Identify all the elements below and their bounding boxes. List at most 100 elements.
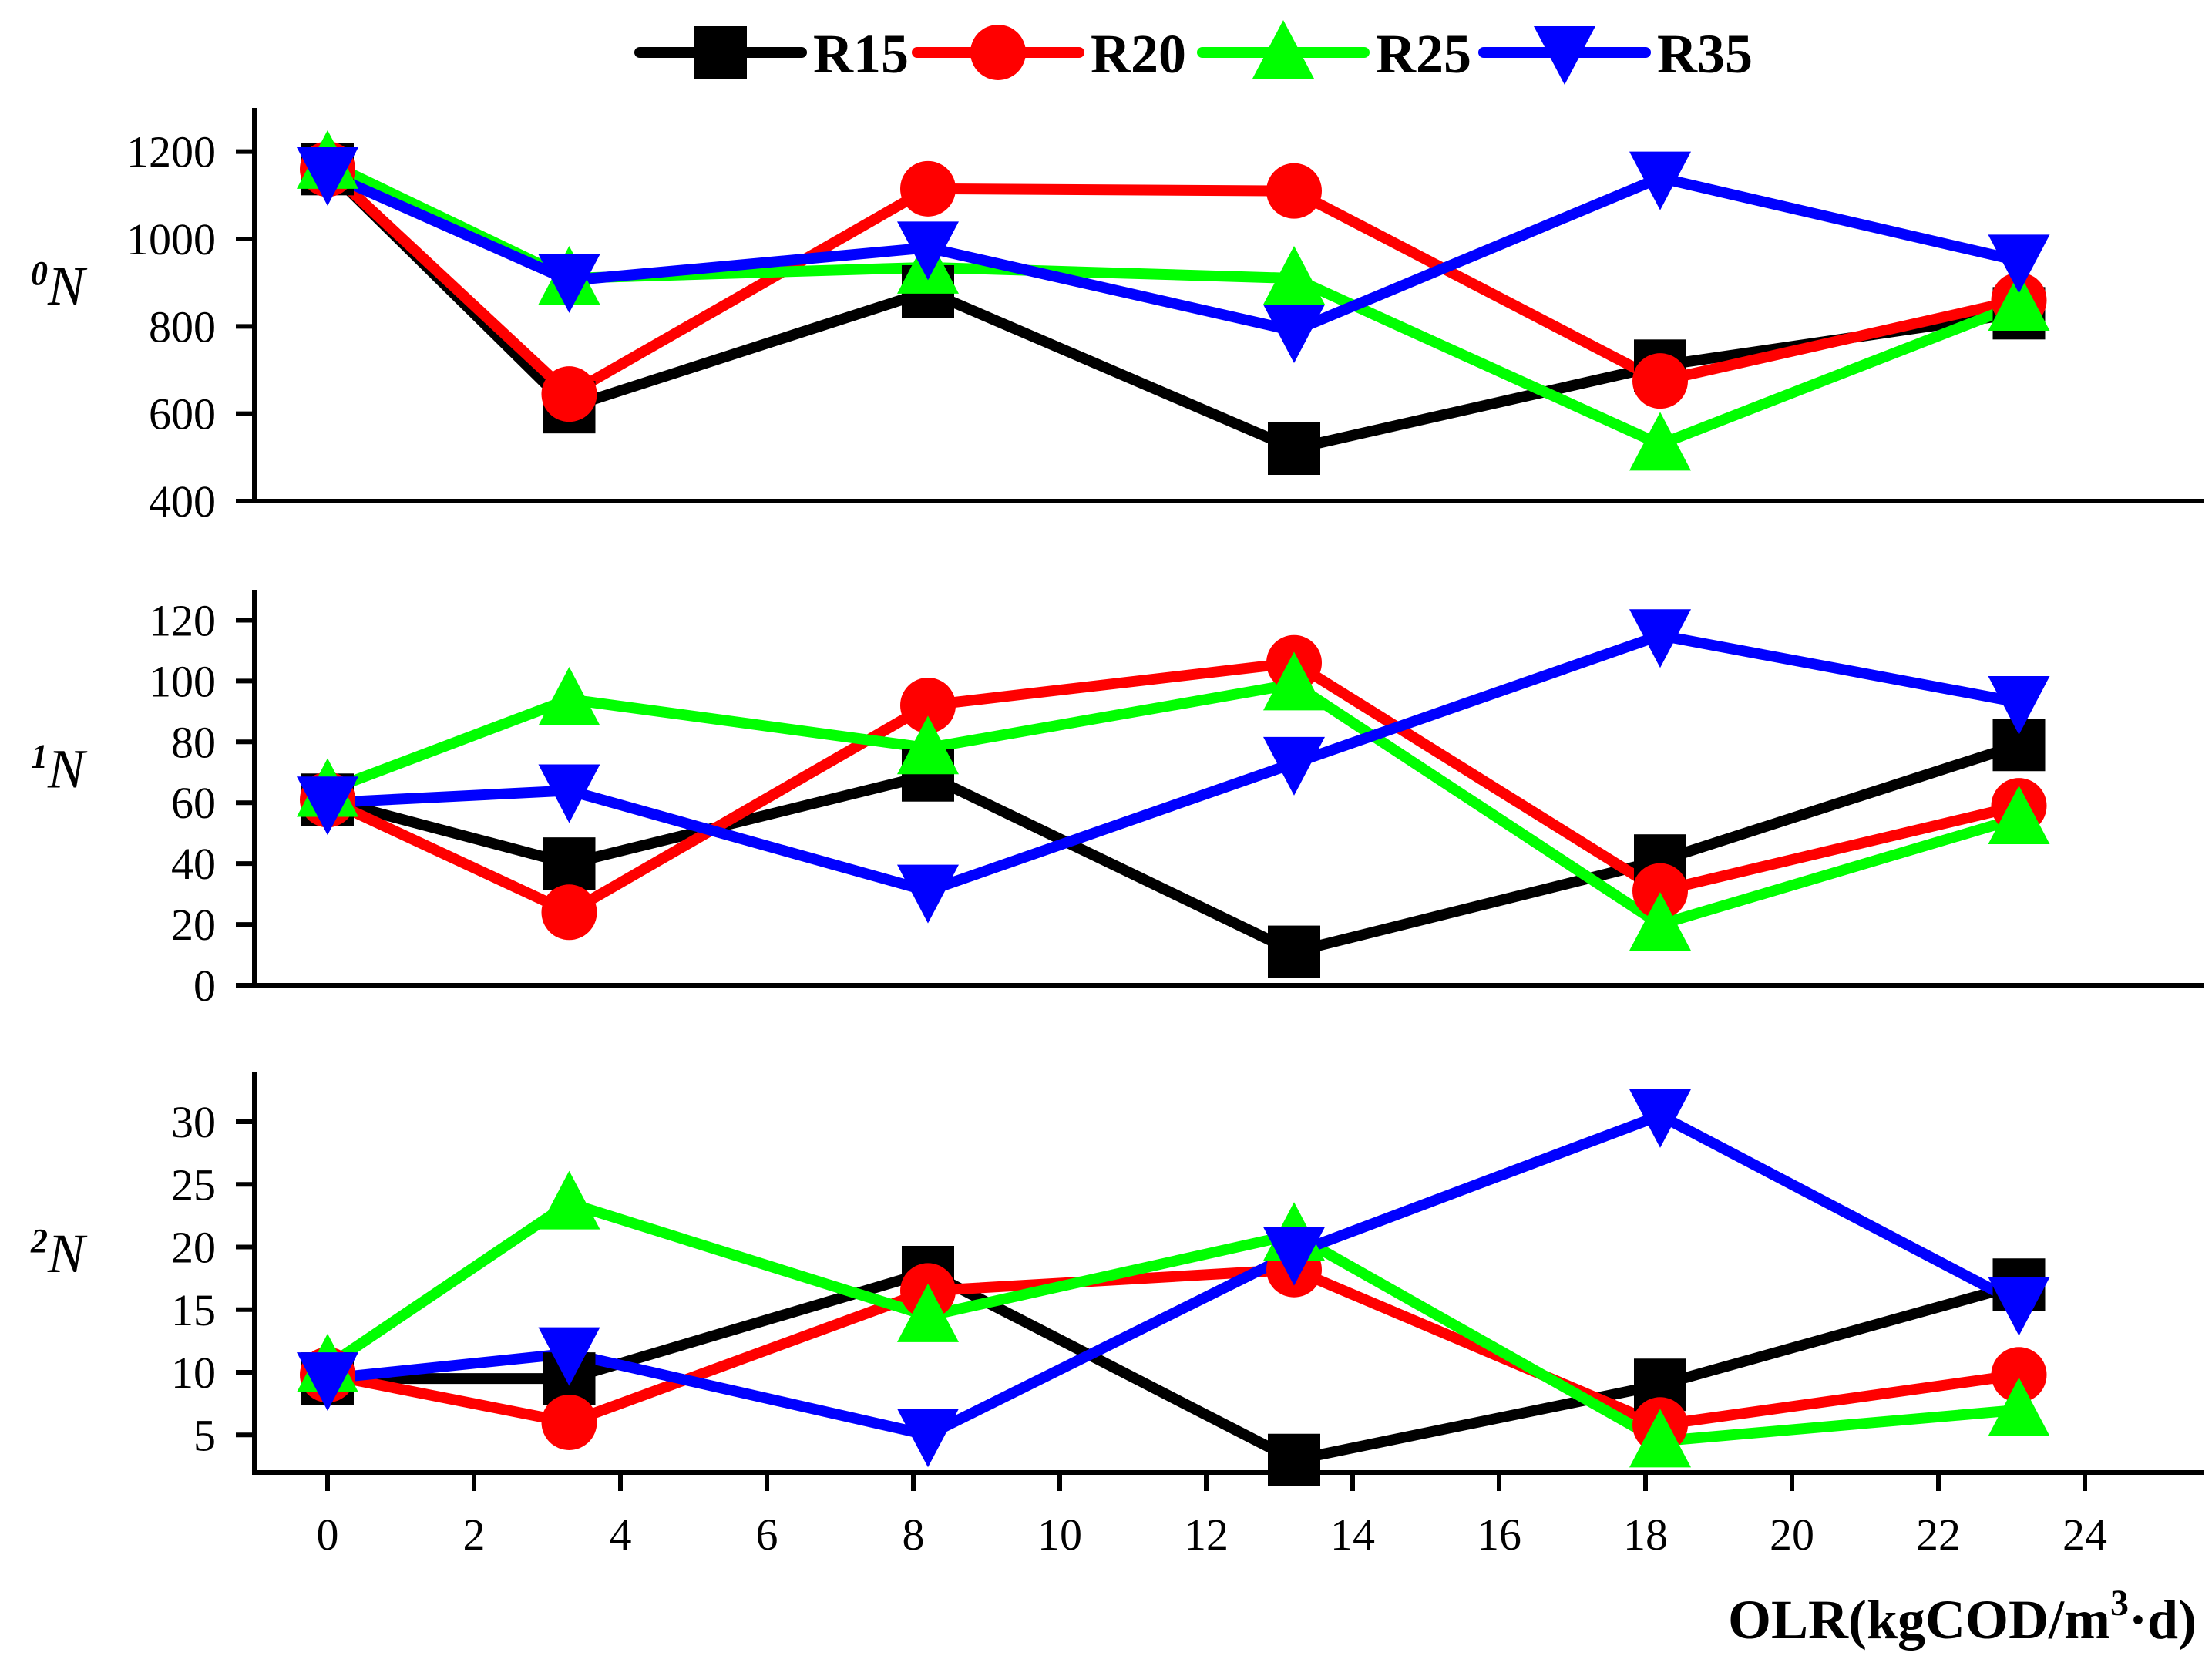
panel-1-point-r25 [1263,651,1325,711]
panel-1-y-tick-label: 60 [171,778,216,828]
panel-1-y-axis-title-main: N [47,739,88,800]
panel-1-point-r35 [897,864,959,924]
panel-1-series-line-r25 [322,678,2025,931]
panel-0-y-tick-label: 1200 [126,127,216,177]
panel-2-point-r25 [1988,1377,2050,1436]
panel-1-point-r25 [1629,892,1691,951]
legend-entry-r25: R25 [1197,20,1471,85]
panel-0-point-r35 [897,221,959,281]
x-tick-label: 10 [1037,1510,1082,1560]
x-axis-title-main: OLR(kgCOD/m [1728,1589,2110,1651]
legend-entry-r35: R35 [1478,23,1753,85]
legend-marker-r35 [1534,26,1595,85]
legend-marker-r15 [694,26,747,79]
panel-0-y-tick-label: 800 [149,301,216,352]
panel-2-y-axis-title: 2N [30,1222,88,1284]
panel-2-point-r25 [1629,1409,1691,1468]
panel-1-y-tick-label: 80 [171,717,216,767]
panel-1-series-line-r35 [322,630,2025,897]
panel-0-y-axis-title: 0N [31,254,88,317]
x-tick-label: 22 [1916,1510,1961,1560]
panel-0-series-line-r35 [322,168,2025,336]
panel-0-point-r25 [1988,272,2050,331]
panel-2-point-r35 [897,1409,959,1468]
panel-1-y-tick-label: 120 [149,595,216,645]
legend-label-r20: R20 [1091,23,1186,85]
legend: R15 R20 R25 R35 [634,20,1753,85]
panel-0-point-r25 [1629,412,1691,471]
legend-entry-r15: R15 [634,23,909,85]
x-tick-label: 2 [463,1510,486,1560]
panel-2-point-r35 [1629,1089,1691,1148]
panel-1-point-r35 [1263,736,1325,796]
panel-1-y-tick-label: 40 [171,839,216,889]
x-axis: 0 2 4 6 8 10 12 14 16 18 20 22 24 [317,1473,2107,1560]
panel-0-point-r20 [1266,163,1322,219]
panel-2-y-tick-label: 30 [171,1097,216,1147]
legend-entry-r20: R20 [912,23,1186,85]
panel-1-point-r15 [1268,925,1320,978]
panel-0-series-line-r20 [322,163,2025,400]
x-tick-label: 24 [2062,1510,2107,1560]
panel-0-point-r20 [900,160,956,217]
legend-marker-r20 [970,25,1026,80]
legend-marker-r25 [1252,20,1314,79]
panel-1-y-axis-title-superscript: 1 [31,738,48,776]
x-tick-label: 20 [1770,1510,1814,1560]
panel-0-point-r35 [297,147,358,206]
panel-0: 400 600 800 1000 1200 0N [31,108,2204,527]
panel-2-series-line-r35 [322,1109,2025,1441]
panel-1-point-r35 [1988,676,2050,735]
panel-0-point-r35 [1629,151,1691,210]
panel-1-point-r20 [900,677,956,733]
panel-2-y-axis-title-main: N [47,1223,88,1284]
panel-2-y-tick-label: 10 [171,1348,216,1398]
panel-0-y-tick-label: 400 [149,476,216,527]
panel-2-point-r35 [297,1352,358,1412]
panel-2-y-tick-label: 20 [171,1223,216,1273]
panel-2-point-r35 [1988,1277,2050,1336]
panel-2-y-tick-label: 25 [171,1160,216,1210]
panel-0-y-axis-title-superscript: 0 [31,254,48,292]
x-tick-label: 14 [1330,1510,1375,1560]
panel-2-point-r25 [538,1170,600,1230]
panel-1-point-r35 [1629,609,1691,668]
panel-1-series-line-r20 [322,657,2025,918]
panel-2-point-r20 [541,1395,597,1450]
panel-1-y-tick-label: 100 [149,656,216,706]
x-tick-label: 4 [610,1510,632,1560]
x-tick-label: 18 [1623,1510,1668,1560]
x-tick-label: 8 [903,1510,925,1560]
x-tick-label: 16 [1477,1510,1521,1560]
panel-2: 5 10 15 20 25 30 2N [30,1072,2204,1486]
x-tick-label: 12 [1184,1510,1229,1560]
panel-1-point-r25 [897,715,959,775]
x-axis-title-superscript: 3 [2110,1583,2129,1624]
panel-1-point-r15 [543,837,596,890]
panel-1-point-r25 [1988,785,2050,844]
panel-1-series-line-r15 [322,739,2025,958]
panel-2-y-tick-label: 5 [193,1410,216,1460]
panel-0-point-r20 [541,366,597,422]
panel-2-y-tick-label: 15 [171,1285,216,1335]
panel-1-y-tick-label: 20 [171,900,216,950]
x-axis-title: OLR(kgCOD/m3·d) [1728,1583,2197,1651]
panel-1-point-r20 [541,884,597,941]
panel-1-point-r35 [538,764,600,823]
panel-2-point-r25 [897,1283,959,1342]
panel-0-series-line-r15 [322,163,2025,454]
panel-0-point-r20 [1632,353,1688,409]
panel-2-point-r15 [1268,1433,1320,1486]
panel-0-point-r25 [1263,246,1325,305]
panel-0-point-r15 [1268,422,1320,475]
panel-1-y-axis-title: 1N [31,738,88,800]
panel-1-point-r20 [1632,863,1688,919]
panel-0-point-r35 [538,254,600,313]
panels: 400600800100012000N0204060801001201N5101… [30,108,2204,1486]
panel-0-point-r35 [1988,234,2050,294]
panel-2-point-r20 [1991,1347,2047,1403]
panel-2-series-line-r25 [322,1197,2025,1447]
panel-2-point-r35 [1263,1227,1325,1286]
panel-2-series-line-r15 [322,1267,2025,1466]
